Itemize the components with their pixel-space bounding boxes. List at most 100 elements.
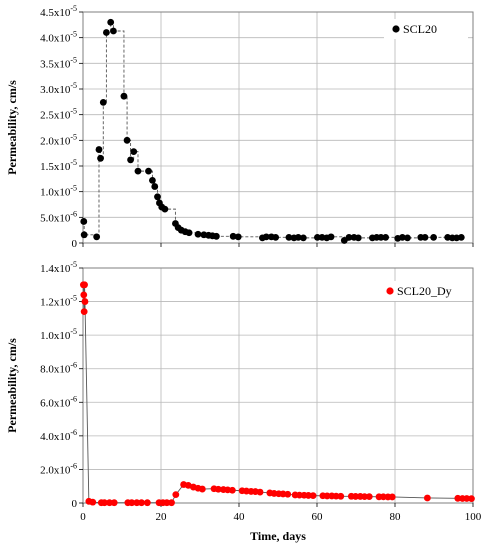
legend-label: SCL20_Dy xyxy=(397,284,452,298)
data-point xyxy=(262,233,270,241)
x-tick-label: 100 xyxy=(465,511,482,523)
data-point xyxy=(80,291,88,299)
y-tick-label: 1.5x10-5 xyxy=(40,158,77,173)
series-line xyxy=(83,21,462,241)
x-tick-label: 60 xyxy=(312,511,324,523)
data-point xyxy=(107,18,115,26)
y-tick-label: 8.0x10-6 xyxy=(40,361,77,376)
y-tick-label: 0 xyxy=(72,498,78,510)
bottom-chart: 0 2.0x10-6 4.0x10-6 6.0x10-6 8.0x10-6 1.0x10-… xyxy=(5,260,482,543)
data-point xyxy=(388,493,396,501)
data-point xyxy=(194,230,202,238)
data-point xyxy=(430,233,438,241)
data-point xyxy=(234,233,242,241)
data-point xyxy=(80,218,88,225)
data-point xyxy=(130,148,138,156)
data-point xyxy=(161,205,169,213)
data-point xyxy=(110,499,118,507)
y-tick-label: 4.5x10-5 xyxy=(40,4,77,19)
data-point xyxy=(133,499,141,507)
legend-marker xyxy=(386,287,394,295)
data-point xyxy=(97,154,104,162)
legend-box xyxy=(378,281,462,301)
data-point xyxy=(80,308,88,316)
data-point xyxy=(168,499,175,507)
data-point xyxy=(134,167,142,175)
data-point xyxy=(299,234,307,242)
data-point xyxy=(377,233,385,241)
data-point xyxy=(123,136,131,144)
data-point xyxy=(404,234,411,242)
data-point xyxy=(352,493,360,500)
data-point xyxy=(154,193,161,201)
data-point xyxy=(457,233,465,241)
x-tick-label: 80 xyxy=(390,511,402,523)
legend-label: SCL20 xyxy=(403,22,437,36)
data-point xyxy=(345,233,353,241)
y-tick-label: 2.0x10-6 xyxy=(40,461,77,476)
y-tick-label: 0 xyxy=(72,238,78,250)
data-point xyxy=(323,492,331,500)
data-point xyxy=(309,492,317,500)
data-point xyxy=(95,146,103,153)
data-point xyxy=(149,176,156,184)
y-axis-label: Permeability, cm/s xyxy=(5,338,19,433)
data-point xyxy=(128,499,136,507)
data-point xyxy=(214,485,222,493)
data-point xyxy=(145,167,152,175)
data-point xyxy=(229,232,237,240)
data-point xyxy=(284,490,292,498)
x-tick-label: 0 xyxy=(80,511,86,523)
data-point xyxy=(138,499,145,507)
data-point xyxy=(365,493,373,501)
data-point xyxy=(468,495,475,503)
y-tick-label: 1.2x10-5 xyxy=(40,294,77,309)
y-axis-label: Permeability, cm/s xyxy=(5,80,19,175)
data-point xyxy=(89,498,97,506)
data-point xyxy=(337,492,345,500)
data-point xyxy=(327,233,335,241)
data-point xyxy=(172,491,180,499)
data-point xyxy=(81,281,88,289)
data-point xyxy=(110,27,117,35)
data-point xyxy=(103,29,110,36)
data-point xyxy=(212,232,220,240)
legend-box xyxy=(384,19,468,39)
data-point xyxy=(399,233,406,241)
plot-frame xyxy=(82,11,474,244)
data-point xyxy=(272,233,280,241)
y-tick-label: 1.0x10-5 xyxy=(40,327,77,342)
data-point xyxy=(285,233,293,241)
y-tick-label: 3.0x10-5 xyxy=(40,81,77,96)
y-tick-label: 1.0x10-5 xyxy=(40,184,77,199)
series-line xyxy=(82,284,472,504)
data-point xyxy=(313,233,321,241)
top-chart: 0 5.0x10-6 1.0x10-5 1.5x10-5 2.0x10-5 2.5x10-… xyxy=(5,4,474,250)
data-point xyxy=(421,233,429,241)
x-tick-label: 40 xyxy=(234,511,246,523)
data-point xyxy=(93,233,101,241)
data-point xyxy=(382,233,390,241)
data-point xyxy=(354,234,362,242)
y-tick-label: 5.0x10-6 xyxy=(40,209,77,224)
y-tick-label: 2.0x10-5 xyxy=(40,132,77,147)
data-point xyxy=(101,499,108,507)
data-point xyxy=(80,231,88,239)
y-tick-label: 6.0x10-6 xyxy=(40,394,77,409)
data-point xyxy=(151,183,159,190)
data-point xyxy=(127,156,134,164)
data-point xyxy=(256,488,264,496)
data-point xyxy=(294,233,302,241)
data-point xyxy=(163,499,171,507)
data-point xyxy=(143,499,151,507)
data-point xyxy=(185,229,193,237)
x-axis-label: Time, days xyxy=(250,529,306,543)
y-tick-label: 4.0x10-6 xyxy=(40,428,77,443)
data-point xyxy=(228,486,236,494)
y-tick-label: 4.0x10-5 xyxy=(40,30,77,45)
legend-marker xyxy=(392,25,400,33)
plot-frame xyxy=(82,267,474,504)
y-tick-label: 3.5x10-5 xyxy=(40,55,77,70)
y-tick-label: 1.4x10-5 xyxy=(40,260,77,275)
